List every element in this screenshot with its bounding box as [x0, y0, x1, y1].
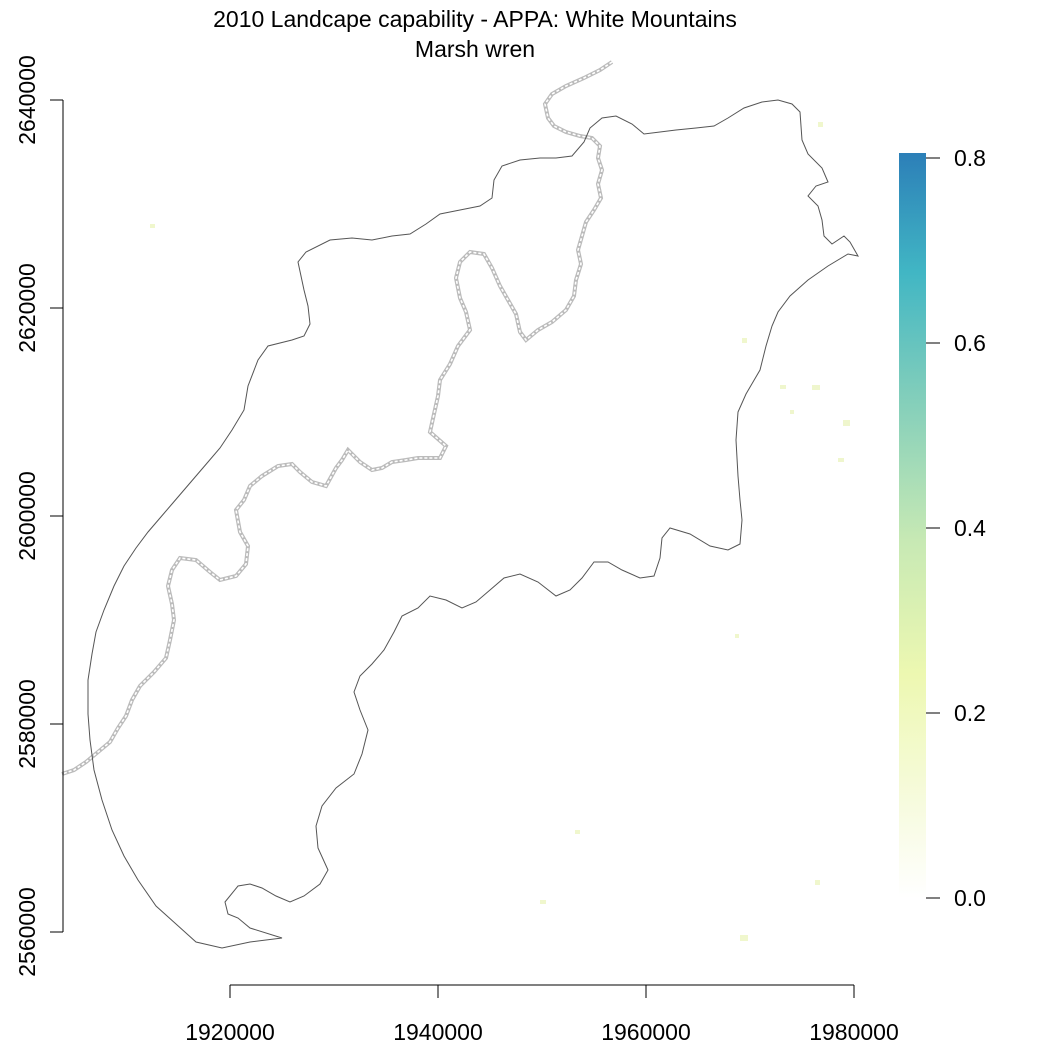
y-tick-label: 2580000	[14, 679, 40, 769]
y-tick-label: 2620000	[14, 263, 40, 353]
x-tick-label: 1980000	[809, 1019, 899, 1045]
park-boundary	[87, 99, 859, 949]
legend-tick-label: 0.4	[954, 515, 986, 541]
legend-tick-label: 0.6	[954, 330, 986, 356]
x-tick-label: 1960000	[601, 1019, 691, 1045]
y-axis	[50, 99, 64, 933]
map-subtitle: Marsh wren	[414, 36, 536, 62]
legend-colorbar	[899, 153, 926, 898]
y-tick-label: 2600000	[14, 471, 40, 561]
legend-tick-label: 0.8	[954, 145, 986, 171]
state-boundary	[61, 60, 614, 776]
habitat-speckles	[150, 122, 850, 941]
y-tick-label: 2640000	[14, 55, 40, 145]
legend-tick-label: 0.2	[954, 700, 986, 726]
x-tick-label: 1940000	[393, 1019, 483, 1045]
x-axis	[229, 984, 855, 998]
x-tick-label: 1920000	[185, 1019, 275, 1045]
legend-tick-label: 0.0	[954, 885, 986, 911]
map-title: 2010 Landcape capability - APPA: White M…	[213, 6, 737, 32]
y-tick-label: 2560000	[14, 887, 40, 977]
y-axis-labels: 2640000 2620000 2600000 2580000 2560000	[14, 55, 40, 977]
color-legend: 0.8 0.6 0.4 0.2 0.0	[899, 145, 986, 911]
x-axis-labels: 1920000 1940000 1960000 1980000	[185, 1019, 899, 1045]
